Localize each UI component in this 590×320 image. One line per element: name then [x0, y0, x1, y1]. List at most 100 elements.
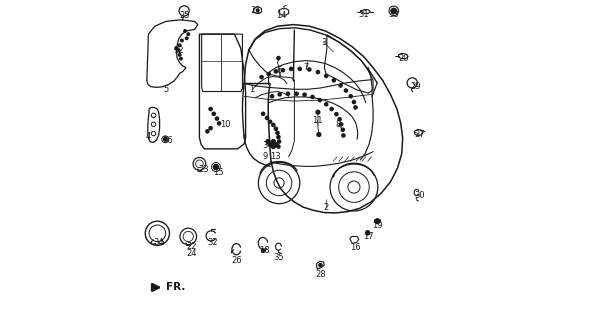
Text: 10: 10	[219, 120, 230, 130]
Circle shape	[277, 145, 280, 148]
Text: 25: 25	[180, 11, 191, 20]
Text: 20: 20	[398, 53, 409, 62]
Circle shape	[286, 92, 290, 95]
Circle shape	[215, 117, 218, 120]
Text: 7: 7	[303, 63, 309, 72]
Circle shape	[261, 249, 265, 252]
Circle shape	[272, 123, 275, 126]
Circle shape	[319, 264, 322, 267]
Circle shape	[260, 76, 263, 79]
Text: 16: 16	[350, 243, 361, 252]
Text: 8: 8	[335, 120, 340, 130]
Circle shape	[184, 30, 186, 32]
Text: 34: 34	[153, 238, 164, 247]
Circle shape	[276, 131, 279, 134]
Circle shape	[277, 135, 280, 139]
Circle shape	[340, 123, 343, 126]
Text: 23: 23	[199, 165, 209, 174]
Circle shape	[180, 57, 182, 60]
Circle shape	[330, 108, 333, 111]
Text: 2: 2	[323, 203, 329, 212]
Text: 3: 3	[321, 38, 326, 47]
Circle shape	[270, 95, 274, 98]
Text: 11: 11	[312, 116, 323, 125]
Circle shape	[266, 140, 270, 143]
Circle shape	[391, 8, 396, 13]
Text: 29: 29	[411, 82, 421, 91]
Circle shape	[277, 140, 281, 143]
Text: 27: 27	[414, 130, 425, 139]
Text: 37: 37	[263, 141, 273, 150]
Circle shape	[324, 103, 328, 106]
Circle shape	[335, 113, 338, 116]
Text: 33: 33	[388, 10, 399, 19]
Text: 30: 30	[414, 190, 425, 200]
Circle shape	[303, 93, 306, 96]
Circle shape	[267, 72, 270, 76]
Circle shape	[178, 53, 181, 56]
Text: 18: 18	[260, 246, 270, 255]
Text: 21: 21	[251, 6, 261, 15]
Circle shape	[352, 100, 356, 104]
Circle shape	[209, 108, 212, 111]
Circle shape	[298, 67, 301, 70]
Circle shape	[175, 47, 178, 50]
Text: 24: 24	[186, 250, 196, 259]
Circle shape	[268, 120, 272, 123]
Circle shape	[181, 39, 183, 42]
Circle shape	[354, 106, 357, 109]
Text: 14: 14	[276, 11, 287, 20]
Text: 6: 6	[276, 66, 282, 75]
Circle shape	[349, 95, 352, 98]
Text: 4: 4	[146, 132, 151, 140]
Circle shape	[266, 116, 268, 120]
Circle shape	[332, 79, 336, 82]
Text: 19: 19	[373, 221, 383, 230]
Circle shape	[341, 128, 345, 131]
Text: 35: 35	[274, 253, 284, 262]
Text: 32: 32	[207, 238, 218, 247]
Circle shape	[274, 127, 277, 130]
Circle shape	[278, 93, 281, 96]
Circle shape	[261, 112, 265, 116]
Text: 5: 5	[163, 85, 169, 94]
Circle shape	[345, 89, 348, 92]
Circle shape	[316, 70, 320, 74]
Text: 15: 15	[213, 168, 224, 177]
Circle shape	[318, 99, 322, 102]
Circle shape	[163, 137, 167, 141]
Text: 26: 26	[232, 256, 242, 265]
Circle shape	[212, 112, 215, 116]
Circle shape	[214, 164, 218, 170]
Circle shape	[338, 118, 341, 121]
Circle shape	[218, 122, 221, 125]
Text: 17: 17	[363, 232, 373, 241]
Text: 22: 22	[186, 242, 196, 251]
Text: 13: 13	[271, 152, 281, 161]
Circle shape	[308, 68, 311, 71]
Circle shape	[209, 126, 212, 130]
Circle shape	[277, 56, 280, 60]
Text: 1: 1	[250, 85, 255, 94]
Circle shape	[311, 95, 314, 99]
Circle shape	[206, 130, 209, 133]
Circle shape	[317, 132, 321, 136]
Circle shape	[295, 92, 298, 95]
Text: 36: 36	[162, 136, 173, 145]
Circle shape	[274, 143, 278, 147]
Circle shape	[339, 84, 342, 87]
Circle shape	[324, 74, 328, 77]
Circle shape	[366, 231, 369, 235]
Circle shape	[375, 219, 379, 223]
Circle shape	[290, 67, 293, 70]
Text: FR.: FR.	[166, 283, 186, 292]
Circle shape	[271, 145, 276, 148]
Circle shape	[187, 33, 189, 36]
Circle shape	[185, 37, 188, 40]
Circle shape	[178, 49, 180, 51]
Circle shape	[316, 110, 320, 114]
Circle shape	[281, 68, 284, 72]
Text: 31: 31	[358, 10, 369, 19]
Circle shape	[274, 70, 277, 73]
Circle shape	[271, 140, 276, 143]
